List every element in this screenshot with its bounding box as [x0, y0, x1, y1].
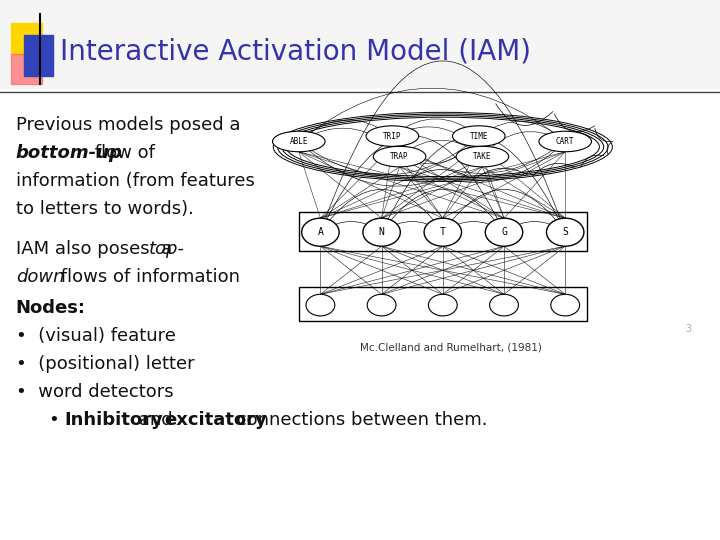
- Bar: [11, 23, 42, 54]
- Text: information (from features: information (from features: [16, 172, 255, 190]
- Text: A: A: [318, 227, 323, 237]
- Text: flow of: flow of: [89, 144, 155, 162]
- Text: and: and: [133, 411, 179, 429]
- Circle shape: [546, 218, 584, 246]
- Circle shape: [428, 294, 457, 316]
- Text: N: N: [379, 227, 384, 237]
- Ellipse shape: [374, 146, 426, 167]
- Text: Nodes:: Nodes:: [16, 299, 86, 316]
- Ellipse shape: [272, 131, 325, 152]
- Text: •  (positional) letter: • (positional) letter: [16, 355, 194, 373]
- Text: TRAP: TRAP: [390, 152, 409, 161]
- Text: TIME: TIME: [469, 132, 488, 140]
- Bar: [299, 212, 587, 251]
- Bar: [0, 0, 720, 89]
- Text: bottom-up: bottom-up: [16, 144, 122, 162]
- Text: •: •: [49, 411, 71, 429]
- Bar: [11, 54, 42, 84]
- Text: •  (visual) feature: • (visual) feature: [16, 327, 176, 345]
- Text: Interactive Activation Model (IAM): Interactive Activation Model (IAM): [60, 37, 531, 65]
- Text: 3: 3: [685, 324, 691, 334]
- Circle shape: [551, 294, 580, 316]
- Text: TAKE: TAKE: [473, 152, 492, 161]
- Text: Inhibitory: Inhibitory: [65, 411, 163, 429]
- Text: excitatory: excitatory: [164, 411, 267, 429]
- Text: G: G: [501, 227, 507, 237]
- Text: down: down: [16, 268, 64, 286]
- Text: S: S: [562, 227, 568, 237]
- Text: T: T: [440, 227, 446, 237]
- Text: Mc.Clelland and Rumelhart, (1981): Mc.Clelland and Rumelhart, (1981): [360, 343, 542, 353]
- Circle shape: [485, 218, 523, 246]
- Circle shape: [306, 294, 335, 316]
- Text: to letters to words).: to letters to words).: [16, 200, 194, 218]
- Circle shape: [367, 294, 396, 316]
- Text: Previous models posed a: Previous models posed a: [16, 116, 240, 134]
- Text: •  word detectors: • word detectors: [16, 383, 174, 401]
- Text: TRIP: TRIP: [383, 132, 402, 140]
- Ellipse shape: [539, 131, 592, 152]
- Ellipse shape: [453, 126, 505, 146]
- Circle shape: [490, 294, 518, 316]
- Bar: [299, 287, 587, 321]
- Circle shape: [302, 218, 339, 246]
- Circle shape: [424, 218, 462, 246]
- Text: top-: top-: [149, 240, 185, 258]
- Bar: [24, 35, 53, 76]
- Text: connections between them.: connections between them.: [231, 411, 487, 429]
- Text: flows of information: flows of information: [55, 268, 240, 286]
- Circle shape: [363, 218, 400, 246]
- Ellipse shape: [366, 126, 419, 146]
- Text: ABLE: ABLE: [289, 137, 308, 146]
- Ellipse shape: [456, 146, 508, 167]
- Text: CART: CART: [556, 137, 575, 146]
- Text: IAM also poses  a: IAM also poses a: [16, 240, 178, 258]
